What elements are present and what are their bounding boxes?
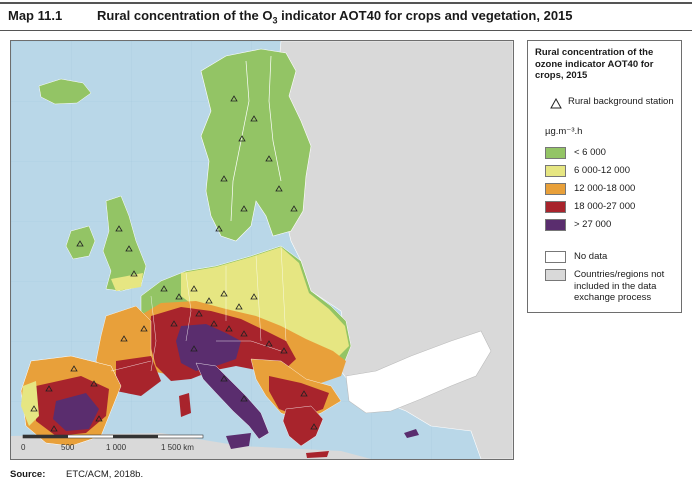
portugal-yellow — [21, 381, 39, 426]
legend-label-2: 6 000-12 000 — [574, 165, 630, 176]
scandinavia — [200, 48, 312, 242]
iceland — [38, 78, 92, 105]
legend-label-5: > 27 000 — [574, 219, 612, 230]
balkans-red — [269, 376, 329, 417]
cyprus — [404, 429, 419, 438]
country-borders — [110, 245, 287, 372]
sardinia — [179, 393, 191, 417]
station-marker — [76, 240, 84, 247]
legend-swatch-2 — [545, 165, 566, 177]
france-south — [116, 356, 161, 396]
crete — [306, 451, 329, 458]
station-marker — [70, 365, 78, 372]
legend-label-3: 12 000-18 000 — [574, 183, 636, 194]
station-marker — [205, 297, 213, 304]
station-marker — [120, 335, 128, 342]
scale-label-500: 500 — [61, 443, 75, 452]
station-marker — [90, 380, 98, 387]
scale-bar: 0 500 1 000 1 500 km — [21, 434, 204, 452]
station-marker — [230, 95, 238, 102]
legend-label-no-data: No data — [574, 251, 608, 262]
greece — [282, 405, 324, 447]
station-marker — [250, 115, 258, 122]
station-marker — [170, 320, 178, 327]
legend-swatch-4 — [545, 201, 566, 213]
station-markers — [30, 95, 318, 432]
legend-swatch-5 — [545, 219, 566, 231]
station-marker — [95, 415, 103, 422]
legend-label-1: < 6 000 — [574, 147, 606, 158]
legend-label-4: 18 000-27 000 — [574, 201, 636, 212]
legend-swatch-no-data — [545, 251, 566, 263]
map-title: Rural concentration of the O3 indicator … — [97, 8, 573, 26]
station-marker — [130, 270, 138, 277]
station-marker — [175, 293, 183, 300]
iberia-purple — [53, 393, 99, 431]
sicily — [226, 433, 251, 449]
map-title-prefix: Rural concentration of the O — [97, 8, 273, 23]
station-marker — [190, 285, 198, 292]
station-marker — [190, 345, 198, 352]
triangle-icon — [550, 98, 562, 109]
station-marker — [210, 320, 218, 327]
station-marker — [115, 225, 123, 232]
station-marker — [220, 175, 228, 182]
source-line: Source: ETC/ACM, 2018b. — [10, 469, 143, 480]
station-marker — [300, 390, 308, 397]
station-marker — [225, 325, 233, 332]
scale-label-1500: 1 500 km — [161, 443, 194, 452]
europe-map: 0 500 1 000 1 500 km — [10, 40, 514, 460]
scale-label-1000: 1 000 — [106, 443, 127, 452]
title-bar: Map 11.1 Rural concentration of the O3 i… — [0, 0, 692, 31]
station-marker — [250, 293, 258, 300]
bottom-rule — [0, 30, 692, 31]
source-label: Source: — [10, 469, 46, 480]
station-marker — [50, 425, 58, 432]
map-title-subscript: 3 — [272, 15, 278, 26]
station-marker — [215, 225, 223, 232]
north-africa — [11, 433, 371, 459]
legend-swatch-not-included — [545, 269, 566, 281]
map-title-suffix: indicator AOT40 for crops and vegetation… — [277, 8, 573, 23]
station-marker — [160, 285, 168, 292]
station-marker — [235, 303, 243, 310]
station-marker — [238, 135, 246, 142]
station-marker — [310, 423, 318, 430]
station-marker — [220, 375, 228, 382]
source-text: ETC/ACM, 2018b. — [66, 469, 144, 480]
legend-title: Rural concentration of the ozone indicat… — [535, 47, 654, 81]
top-rule — [0, 2, 692, 4]
legend-swatch-1 — [545, 147, 566, 159]
station-marker — [240, 205, 248, 212]
station-marker — [240, 395, 248, 402]
station-marker — [140, 325, 148, 332]
map-number: Map 11.1 — [8, 8, 63, 23]
station-marker — [290, 205, 298, 212]
italy — [195, 362, 270, 440]
station-marker — [265, 155, 273, 162]
station-marker — [265, 340, 273, 347]
britain-south — [111, 273, 143, 291]
station-marker — [275, 185, 283, 192]
legend-swatch-3 — [545, 183, 566, 195]
station-marker — [280, 347, 288, 354]
zone-yellow — [181, 247, 349, 359]
station-marker — [45, 385, 53, 392]
station-marker — [240, 330, 248, 337]
station-marker — [125, 245, 133, 252]
station-marker — [220, 290, 228, 297]
legend-station-label: Rural background station — [568, 96, 674, 107]
legend-label-not-included: Countries/regions not included in the da… — [574, 269, 665, 303]
map-canvas: 0 500 1 000 1 500 km — [11, 41, 513, 459]
legend-panel: Rural concentration of the ozone indicat… — [527, 40, 682, 313]
zone-purple-alps — [176, 324, 241, 371]
station-marker — [30, 405, 38, 412]
turkey-no-data — [345, 330, 492, 414]
scale-label-0: 0 — [21, 443, 26, 452]
legend-units: µg.m⁻³.h — [545, 126, 583, 137]
station-marker — [195, 310, 203, 317]
